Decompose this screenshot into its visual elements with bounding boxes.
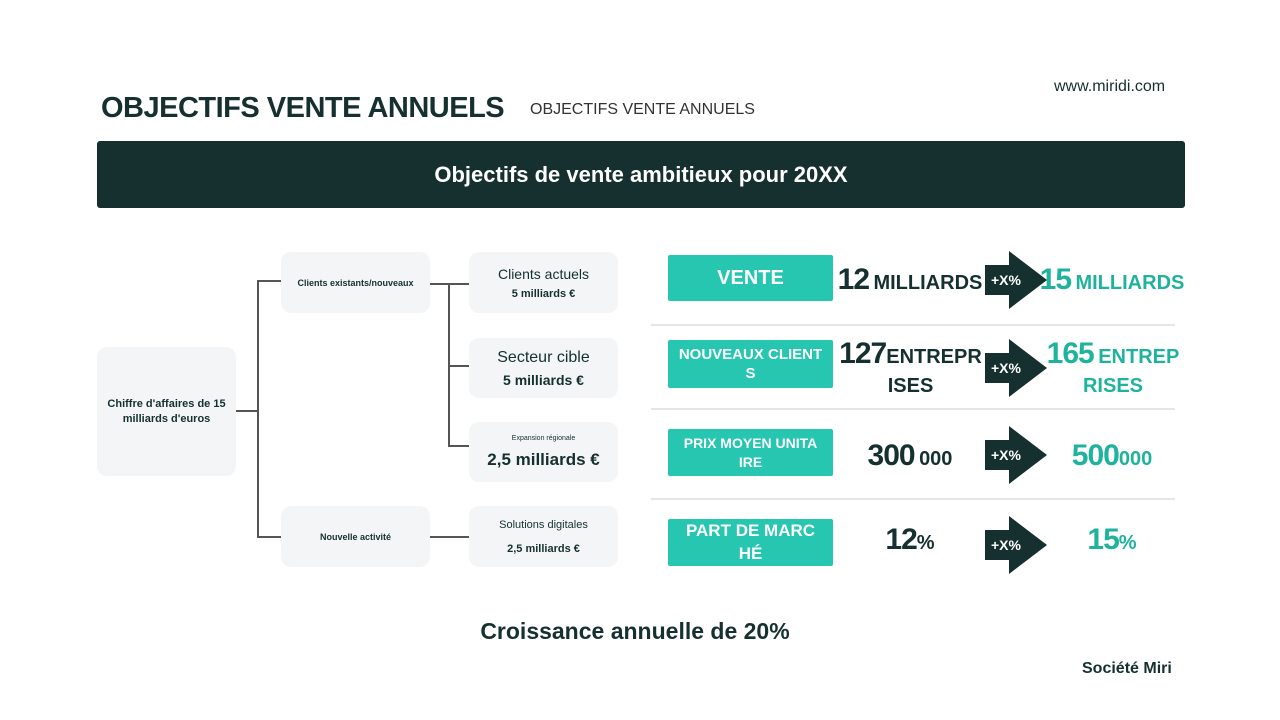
sales-target: 15 MILLIARDS <box>1039 263 1185 296</box>
leaf-title: Secteur cible <box>497 348 590 366</box>
connector-line <box>257 280 259 537</box>
leaf-value: 2,5 milliards € <box>507 542 580 555</box>
connector-line <box>448 283 450 445</box>
arrow-right-icon: +X% <box>985 516 1047 574</box>
market-share-target: 15% <box>1087 523 1137 556</box>
unit-price-target: 500000 <box>1071 439 1153 472</box>
connector-line <box>448 365 469 367</box>
branch-new-activity: Nouvelle activité <box>281 506 430 567</box>
change-label: +X% <box>991 360 1021 376</box>
target-label-sales: VENTE <box>668 255 833 301</box>
new-clients-target: 165 ENTREPRISES <box>1046 337 1180 397</box>
target-label-unit-price: PRIX MOYEN UNITAIRE <box>668 429 833 476</box>
growth-caption: Croissance annuelle de 20% <box>480 618 790 644</box>
new-clients-current: 127ENTREPRISES <box>839 337 982 397</box>
connector-line <box>448 445 469 447</box>
leaf-current-clients: Clients actuels 5 milliards € <box>469 252 618 313</box>
banner: Objectifs de vente ambitieux pour 20XX <box>97 141 1185 208</box>
sales-current: 12 MILLIARDS <box>837 263 983 296</box>
tree-root: Chiffre d'affaires de 15 milliards d'eur… <box>97 347 236 476</box>
arrow-right-icon: +X% <box>985 251 1047 309</box>
branch-label: Clients existants/nouveaux <box>297 277 414 288</box>
divider <box>651 498 1175 500</box>
connector-line <box>430 536 469 538</box>
target-label-new-clients: NOUVEAUX CLIENTS <box>668 340 833 388</box>
market-share-current: 12% <box>885 523 935 556</box>
leaf-regional-expansion: Expansion régionale 2,5 milliards € <box>469 422 618 482</box>
leaf-value: 2,5 milliards € <box>487 449 600 469</box>
website-url: www.miridi.com <box>1054 78 1166 95</box>
change-label: +X% <box>991 447 1021 463</box>
leaf-title: Solutions digitales <box>499 518 588 531</box>
leaf-target-sector: Secteur cible 5 milliards € <box>469 338 618 398</box>
page-title-overlay: OBJECTIFS VENTE ANNUELS <box>530 101 755 118</box>
change-label: +X% <box>991 272 1021 288</box>
arrow-right-icon: +X% <box>985 426 1047 484</box>
connector-line <box>236 410 257 412</box>
unit-price-current: 300 000 <box>867 439 953 472</box>
divider <box>651 408 1175 410</box>
leaf-value: 5 milliards € <box>511 287 576 300</box>
divider <box>651 324 1175 326</box>
connector-line <box>257 280 281 282</box>
leaf-digital-solutions: Solutions digitales 2,5 milliards € <box>469 506 618 567</box>
connector-line <box>257 536 281 538</box>
target-label-market-share: PART DE MARCHÉ <box>668 519 833 566</box>
branch-existing-new-clients: Clients existants/nouveaux <box>281 252 430 313</box>
branch-label: Nouvelle activité <box>319 531 392 542</box>
leaf-value: 5 milliards € <box>503 371 584 388</box>
connector-line <box>430 283 469 285</box>
company-name: Société Miri <box>1082 660 1172 677</box>
leaf-title: Clients actuels <box>497 265 590 282</box>
change-label: +X% <box>991 537 1021 553</box>
page-title: OBJECTIFS VENTE ANNUELS <box>101 92 505 124</box>
arrow-right-icon: +X% <box>985 339 1047 397</box>
leaf-title: Expansion régionale <box>511 434 576 442</box>
tree-root-label: Chiffre d'affaires de 15 milliards d'eur… <box>107 398 226 425</box>
